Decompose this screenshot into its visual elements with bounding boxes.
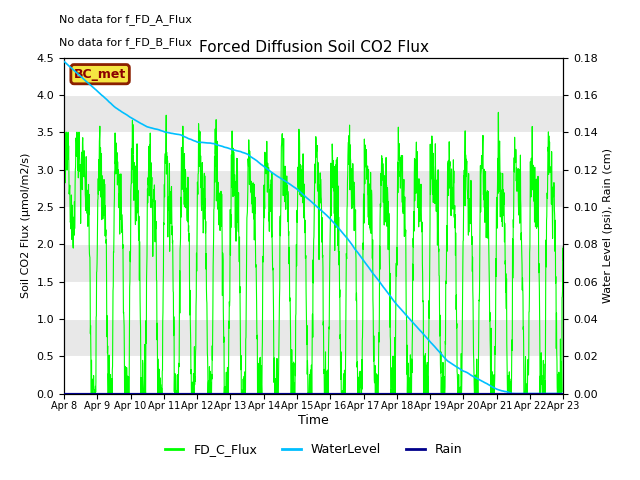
Bar <box>64 207 563 244</box>
Text: BC_met: BC_met <box>74 68 126 81</box>
Legend: FD_C_Flux, WaterLevel, Rain: FD_C_Flux, WaterLevel, Rain <box>159 438 468 461</box>
Title: Forced Diffusion Soil CO2 Flux: Forced Diffusion Soil CO2 Flux <box>198 40 429 55</box>
Bar <box>64 244 563 282</box>
Y-axis label: Water Level (psi), Rain (cm): Water Level (psi), Rain (cm) <box>604 148 613 303</box>
Bar <box>64 95 563 132</box>
Text: No data for f_FD_A_Flux: No data for f_FD_A_Flux <box>59 14 192 25</box>
Bar <box>64 169 563 207</box>
Bar <box>64 58 563 95</box>
Bar <box>64 132 563 169</box>
Bar <box>64 282 563 319</box>
Text: No data for f_FD_B_Flux: No data for f_FD_B_Flux <box>59 37 192 48</box>
Y-axis label: Soil CO2 Flux (µmol/m2/s): Soil CO2 Flux (µmol/m2/s) <box>21 153 31 298</box>
Bar <box>64 356 563 394</box>
Bar <box>64 319 563 356</box>
X-axis label: Time: Time <box>298 414 329 427</box>
